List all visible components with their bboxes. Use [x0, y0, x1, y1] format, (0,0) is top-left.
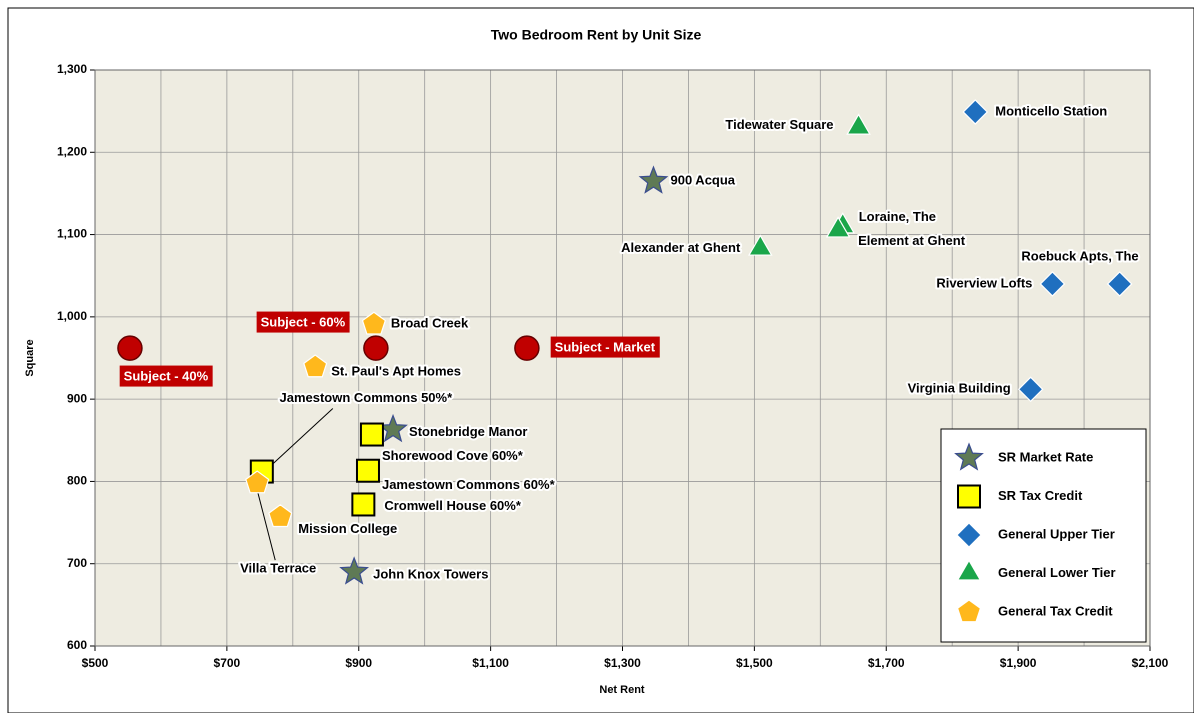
y-tick-label: 600	[67, 638, 87, 652]
point-label: Jamestown Commons 60%*	[382, 477, 556, 492]
point-label: 900 Acqua	[670, 173, 735, 188]
marker	[1017, 376, 1044, 403]
marker	[359, 422, 384, 447]
legend-label: SR Market Rate	[998, 449, 1093, 464]
point-label: Stonebridge Manor	[409, 424, 527, 439]
marker	[514, 335, 540, 361]
marker	[962, 99, 989, 125]
point-label: Loraine, The	[859, 209, 936, 224]
legend-label: General Lower Tier	[998, 565, 1116, 580]
marker	[954, 442, 984, 471]
marker	[956, 522, 982, 548]
point-label: Virginia Building	[908, 381, 1011, 396]
point-label: Jamestown Commons 50%*	[279, 390, 453, 405]
x-tick-label: $1,500	[736, 656, 773, 670]
y-tick-label: 700	[67, 556, 87, 570]
plot-border	[94, 69, 1151, 647]
subject-label-box	[550, 336, 660, 358]
point-label: St. Paul's Apt Homes	[331, 363, 461, 378]
y-tick-label: 1,000	[57, 309, 87, 323]
subject-label: Subject - Market	[555, 340, 656, 355]
point-label: Monticello Station	[995, 103, 1107, 118]
marker	[956, 559, 982, 581]
x-tick-label: $500	[82, 656, 109, 670]
y-tick-label: 1,300	[57, 62, 87, 76]
marker	[339, 556, 370, 585]
marker	[956, 599, 982, 623]
point-label: Tidewater Square	[725, 117, 833, 132]
x-tick-label: $1,100	[472, 656, 509, 670]
chart-title: Two Bedroom Rent by Unit Size	[491, 27, 702, 43]
marker	[957, 484, 981, 509]
x-tick-label: $1,900	[1000, 656, 1037, 670]
x-axis-title: Net Rent	[599, 684, 645, 696]
leader-line	[267, 408, 334, 469]
y-tick-label: 1,100	[57, 227, 87, 241]
marker	[748, 234, 773, 256]
marker	[117, 335, 143, 361]
legend-label: SR Tax Credit	[998, 488, 1083, 503]
point-label: Mission College	[298, 521, 397, 536]
marker	[361, 311, 387, 335]
subject-label: Subject - 60%	[261, 315, 346, 330]
legend-label: General Upper Tier	[998, 526, 1115, 541]
marker	[245, 470, 270, 494]
point-label: Riverview Lofts	[936, 275, 1032, 290]
x-tick-label: $2,100	[1132, 656, 1169, 670]
marker	[268, 504, 293, 528]
point-label: Shorewood Cove 60%*	[382, 448, 524, 463]
marker	[303, 354, 328, 378]
x-tick-label: $700	[214, 656, 241, 670]
marker	[355, 458, 380, 483]
y-tick-label: 800	[67, 474, 87, 488]
x-tick-label: $900	[345, 656, 372, 670]
marker	[363, 335, 389, 361]
x-tick-label: $1,700	[868, 656, 905, 670]
marker	[825, 216, 851, 238]
marker	[1106, 271, 1133, 297]
point-label: Element at Ghent	[858, 233, 966, 248]
subject-label: Subject - 40%	[124, 369, 209, 384]
marker	[1039, 271, 1066, 297]
y-tick-label: 900	[67, 391, 87, 405]
leader-line	[256, 489, 276, 561]
marker	[351, 492, 376, 517]
y-tick-label: 1,200	[57, 144, 87, 158]
point-label: Villa Terrace	[240, 561, 316, 576]
point-label: Alexander at Ghent	[621, 240, 741, 255]
y-axis-title: Square	[24, 339, 36, 376]
point-label: Cromwell House 60%*	[384, 498, 521, 513]
subject-label-box	[256, 311, 350, 333]
marker	[638, 165, 669, 194]
marker	[846, 113, 871, 135]
point-label: Roebuck Apts, The	[1021, 248, 1138, 263]
point-label: John Knox Towers	[373, 566, 488, 581]
subject-label-box	[119, 365, 213, 387]
legend-label: General Tax Credit	[998, 603, 1113, 618]
x-tick-label: $1,300	[604, 656, 641, 670]
point-label: Broad Creek	[391, 316, 469, 331]
